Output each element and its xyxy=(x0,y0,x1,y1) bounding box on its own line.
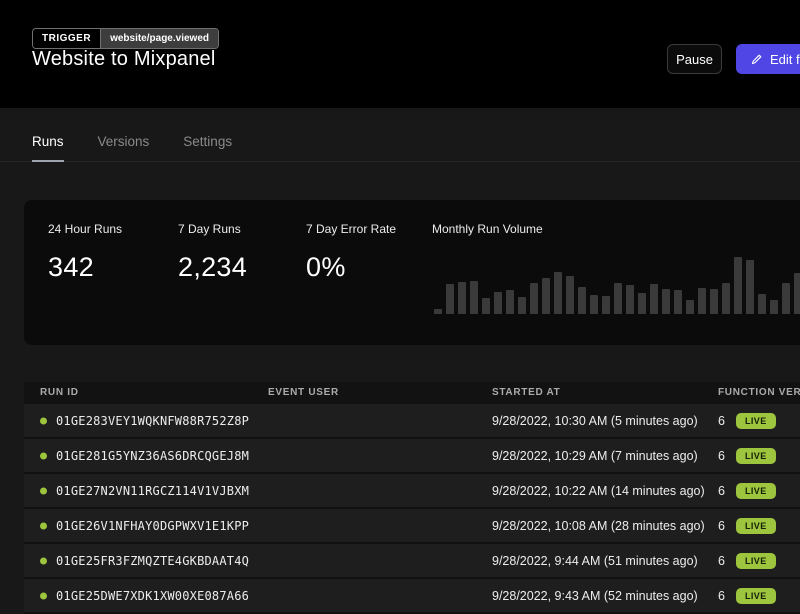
volume-bar xyxy=(794,273,800,314)
volume-bar xyxy=(686,299,694,314)
stat-7day-error-rate: 7 Day Error Rate 0% xyxy=(306,222,396,283)
trigger-badge: TRIGGER website/page.viewed xyxy=(32,28,219,49)
table-row[interactable]: 01GE283VEY1WQKNFW88R752Z8P 9/28/2022, 10:… xyxy=(24,404,800,439)
column-header-event-user: EVENT USER xyxy=(268,387,339,398)
volume-bar xyxy=(746,260,754,314)
volume-bar xyxy=(482,297,490,314)
live-badge: LIVE xyxy=(736,447,776,464)
volume-bar xyxy=(458,282,466,314)
started-at: 9/28/2022, 10:08 AM (28 minutes ago) xyxy=(492,518,705,533)
volume-bar xyxy=(494,292,502,314)
pencil-icon xyxy=(751,54,762,64)
page-header: TRIGGER website/page.viewed Website to M… xyxy=(0,0,800,108)
status-dot xyxy=(40,487,47,494)
run-id: 01GE25FR3FZMQZTE4GKBDAAT4Q xyxy=(56,553,250,568)
edit-function-label: Edit function xyxy=(770,51,800,67)
stat-label: 24 Hour Runs xyxy=(48,222,123,236)
volume-bar xyxy=(734,257,742,314)
volume-bar xyxy=(566,275,574,314)
started-at: 9/28/2022, 10:30 AM (5 minutes ago) xyxy=(492,413,698,428)
volume-bar xyxy=(434,308,442,314)
volume-bar xyxy=(590,294,598,314)
volume-bar xyxy=(698,288,706,314)
stats-card: 24 Hour Runs 342 7 Day Runs 2,234 7 Day … xyxy=(24,200,800,345)
stat-value: 0% xyxy=(306,252,346,282)
volume-bar xyxy=(542,278,550,314)
status-dot xyxy=(40,417,47,424)
run-volume-chart xyxy=(434,254,800,314)
function-version: 6 xyxy=(718,483,725,498)
trigger-event-name: website/page.viewed xyxy=(101,29,218,48)
page-title: Website to Mixpanel xyxy=(32,48,216,70)
tab-settings[interactable]: Settings xyxy=(183,134,233,149)
started-at: 9/28/2022, 10:22 AM (14 minutes ago) xyxy=(492,483,705,498)
started-at: 9/28/2022, 9:43 AM (52 minutes ago) xyxy=(492,588,698,603)
volume-bar xyxy=(506,290,514,314)
live-badge: LIVE xyxy=(736,517,776,534)
run-id: 01GE281G5YNZ36AS6DRCQGEJ8M xyxy=(56,448,250,463)
stat-24h-runs: 24 Hour Runs 342 xyxy=(48,222,122,283)
stat-label: 7 Day Runs xyxy=(178,222,241,236)
function-version: 6 xyxy=(718,448,725,463)
volume-bar xyxy=(650,284,658,314)
status-dot xyxy=(40,557,47,564)
table-row[interactable]: 01GE25DWE7XDK1XW00XE087A66 9/28/2022, 9:4… xyxy=(24,579,800,614)
volume-bar xyxy=(470,281,478,314)
run-id: 01GE25DWE7XDK1XW00XE087A66 xyxy=(56,588,250,603)
tab-runs[interactable]: Runs xyxy=(32,134,64,162)
volume-bar xyxy=(554,272,562,314)
edit-function-button[interactable]: Edit function xyxy=(736,44,800,74)
stat-value: 2,234 xyxy=(178,252,248,282)
trigger-type-label: TRIGGER xyxy=(33,29,102,48)
volume-bar xyxy=(782,282,790,314)
table-row[interactable]: 01GE25FR3FZMQZTE4GKBDAAT4Q 9/28/2022, 9:4… xyxy=(24,544,800,579)
runs-table: RUN ID EVENT USER STARTED AT FUNCTION VE… xyxy=(24,382,800,614)
volume-bar xyxy=(626,285,634,314)
started-at: 9/28/2022, 9:44 AM (51 minutes ago) xyxy=(492,553,698,568)
status-dot xyxy=(40,592,47,599)
stat-label: 7 Day Error Rate xyxy=(306,222,397,236)
volume-bar xyxy=(722,283,730,314)
status-dot xyxy=(40,452,47,459)
table-row[interactable]: 01GE281G5YNZ36AS6DRCQGEJ8M 9/28/2022, 10:… xyxy=(24,439,800,474)
tab-versions[interactable]: Versions xyxy=(97,134,150,149)
volume-bar xyxy=(446,284,454,314)
run-id: 01GE26V1NFHAY0DGPWXV1E1KPP xyxy=(56,518,250,533)
stat-7day-runs: 7 Day Runs 2,234 xyxy=(178,222,247,283)
live-badge: LIVE xyxy=(736,482,776,499)
started-at: 9/28/2022, 10:29 AM (7 minutes ago) xyxy=(492,448,698,463)
table-header: RUN ID EVENT USER STARTED AT FUNCTION VE… xyxy=(24,382,800,404)
volume-bar xyxy=(518,297,526,314)
volume-bar xyxy=(578,287,586,314)
volume-bar xyxy=(602,296,610,314)
volume-bar xyxy=(614,282,622,314)
column-header-started-at: STARTED AT xyxy=(492,387,561,398)
column-header-run-id: RUN ID xyxy=(40,387,79,398)
run-id: 01GE27N2VN11RGCZ114V1VJBXM xyxy=(56,483,250,498)
function-version: 6 xyxy=(718,413,725,428)
volume-bar xyxy=(758,294,766,314)
status-dot xyxy=(40,522,47,529)
volume-bar xyxy=(770,300,778,314)
volume-bar xyxy=(530,282,538,314)
function-version: 6 xyxy=(718,553,725,568)
volume-bar xyxy=(662,288,670,314)
column-header-function-version: FUNCTION VERSION xyxy=(718,387,800,398)
chart-title: Monthly Run Volume xyxy=(432,222,543,236)
live-badge: LIVE xyxy=(736,412,776,429)
volume-bar xyxy=(710,288,718,314)
function-version: 6 xyxy=(718,588,725,603)
pause-button[interactable]: Pause xyxy=(667,44,722,74)
stat-value: 342 xyxy=(48,252,94,282)
table-body: 01GE283VEY1WQKNFW88R752Z8P 9/28/2022, 10:… xyxy=(24,404,800,614)
table-row[interactable]: 01GE26V1NFHAY0DGPWXV1E1KPP 9/28/2022, 10:… xyxy=(24,509,800,544)
volume-bar xyxy=(674,290,682,314)
live-badge: LIVE xyxy=(736,587,776,604)
live-badge: LIVE xyxy=(736,552,776,569)
function-version: 6 xyxy=(718,518,725,533)
run-id: 01GE283VEY1WQKNFW88R752Z8P xyxy=(56,413,250,428)
volume-bar xyxy=(638,293,646,314)
tab-bar: Runs Versions Settings xyxy=(0,108,800,162)
table-row[interactable]: 01GE27N2VN11RGCZ114V1VJBXM 9/28/2022, 10:… xyxy=(24,474,800,509)
